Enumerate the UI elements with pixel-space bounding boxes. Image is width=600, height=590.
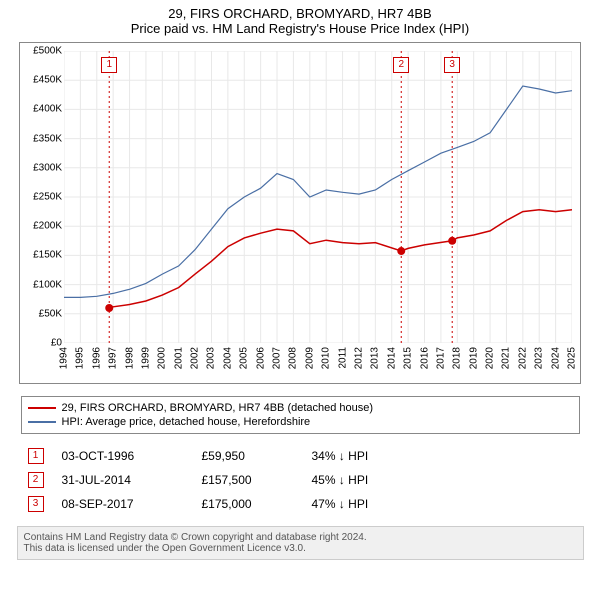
event-marker: 3 bbox=[28, 496, 44, 512]
legend-label: 29, FIRS ORCHARD, BROMYARD, HR7 4BB (det… bbox=[62, 402, 374, 414]
chart-box: £0£50K£100K£150K£200K£250K£300K£350K£400… bbox=[19, 42, 581, 384]
legend-row: 29, FIRS ORCHARD, BROMYARD, HR7 4BB (det… bbox=[28, 401, 573, 415]
event-delta: 34% ↓ HPI bbox=[312, 449, 573, 463]
footer-line1: Contains HM Land Registry data © Crown c… bbox=[24, 532, 577, 543]
event-delta: 47% ↓ HPI bbox=[312, 497, 573, 511]
x-tick-label: 2005 bbox=[239, 347, 250, 369]
y-axis: £0£50K£100K£150K£200K£250K£300K£350K£400… bbox=[20, 51, 64, 343]
y-tick-label: £350K bbox=[33, 133, 62, 144]
y-tick-label: £150K bbox=[33, 250, 62, 261]
x-tick-label: 1994 bbox=[59, 347, 70, 369]
legend-swatch bbox=[28, 421, 56, 423]
event-delta: 45% ↓ HPI bbox=[312, 473, 573, 487]
x-tick-label: 2014 bbox=[386, 347, 397, 369]
x-tick-label: 2019 bbox=[468, 347, 479, 369]
x-tick-label: 2006 bbox=[255, 347, 266, 369]
footer-attribution: Contains HM Land Registry data © Crown c… bbox=[17, 526, 584, 560]
event-row: 1 03-OCT-1996£59,95034% ↓ HPI bbox=[28, 444, 573, 468]
y-tick-label: £200K bbox=[33, 221, 62, 232]
x-tick-label: 2020 bbox=[485, 347, 496, 369]
x-tick-label: 1997 bbox=[108, 347, 119, 369]
x-tick-label: 2018 bbox=[452, 347, 463, 369]
x-tick-label: 2012 bbox=[353, 347, 364, 369]
x-tick-label: 2024 bbox=[550, 347, 561, 369]
x-tick-label: 1996 bbox=[91, 347, 102, 369]
footer-line2: This data is licensed under the Open Gov… bbox=[24, 543, 577, 554]
y-tick-label: £300K bbox=[33, 162, 62, 173]
sale-marker-3: 3 bbox=[444, 57, 460, 73]
event-marker: 2 bbox=[28, 472, 44, 488]
title-subtitle: Price paid vs. HM Land Registry's House … bbox=[0, 21, 600, 36]
legend: 29, FIRS ORCHARD, BROMYARD, HR7 4BB (det… bbox=[21, 396, 580, 434]
event-date: 03-OCT-1996 bbox=[62, 449, 202, 463]
x-tick-label: 2008 bbox=[288, 347, 299, 369]
x-tick-label: 1995 bbox=[75, 347, 86, 369]
x-tick-label: 2013 bbox=[370, 347, 381, 369]
x-tick-label: 2002 bbox=[190, 347, 201, 369]
legend-swatch bbox=[28, 407, 56, 409]
x-tick-label: 1999 bbox=[140, 347, 151, 369]
y-tick-label: £400K bbox=[33, 104, 62, 115]
titles: 29, FIRS ORCHARD, BROMYARD, HR7 4BB Pric… bbox=[0, 0, 600, 38]
x-tick-label: 2021 bbox=[501, 347, 512, 369]
x-tick-label: 2007 bbox=[272, 347, 283, 369]
legend-label: HPI: Average price, detached house, Here… bbox=[62, 416, 311, 428]
y-tick-label: £500K bbox=[33, 46, 62, 57]
event-marker: 1 bbox=[28, 448, 44, 464]
x-tick-label: 2000 bbox=[157, 347, 168, 369]
x-tick-label: 2010 bbox=[321, 347, 332, 369]
x-tick-label: 2022 bbox=[517, 347, 528, 369]
event-price: £175,000 bbox=[202, 497, 312, 511]
x-tick-label: 2015 bbox=[403, 347, 414, 369]
x-tick-label: 2009 bbox=[304, 347, 315, 369]
event-price: £157,500 bbox=[202, 473, 312, 487]
event-price: £59,950 bbox=[202, 449, 312, 463]
y-tick-label: £250K bbox=[33, 192, 62, 203]
event-date: 08-SEP-2017 bbox=[62, 497, 202, 511]
events-table: 1 03-OCT-1996£59,95034% ↓ HPI 2 31-JUL-2014… bbox=[28, 444, 573, 516]
x-tick-label: 2016 bbox=[419, 347, 430, 369]
sale-marker-1: 1 bbox=[101, 57, 117, 73]
chart-container: 29, FIRS ORCHARD, BROMYARD, HR7 4BB Pric… bbox=[0, 0, 600, 560]
event-row: 2 31-JUL-2014£157,50045% ↓ HPI bbox=[28, 468, 573, 492]
x-tick-label: 2004 bbox=[222, 347, 233, 369]
y-tick-label: £450K bbox=[33, 75, 62, 86]
x-tick-label: 2017 bbox=[435, 347, 446, 369]
sale-marker-2: 2 bbox=[393, 57, 409, 73]
legend-row: HPI: Average price, detached house, Here… bbox=[28, 415, 573, 429]
x-tick-label: 2011 bbox=[337, 347, 348, 369]
event-row: 3 08-SEP-2017£175,00047% ↓ HPI bbox=[28, 492, 573, 516]
x-axis: 1994199519961997199819992000200120022003… bbox=[64, 343, 572, 383]
plot-svg bbox=[64, 51, 572, 343]
x-tick-label: 2003 bbox=[206, 347, 217, 369]
x-tick-label: 2001 bbox=[173, 347, 184, 369]
y-tick-label: £50K bbox=[39, 308, 62, 319]
x-tick-label: 1998 bbox=[124, 347, 135, 369]
x-tick-label: 2023 bbox=[534, 347, 545, 369]
y-tick-label: £100K bbox=[33, 279, 62, 290]
title-address: 29, FIRS ORCHARD, BROMYARD, HR7 4BB bbox=[0, 6, 600, 21]
plot-area bbox=[64, 51, 572, 343]
x-tick-label: 2025 bbox=[567, 347, 578, 369]
event-date: 31-JUL-2014 bbox=[62, 473, 202, 487]
